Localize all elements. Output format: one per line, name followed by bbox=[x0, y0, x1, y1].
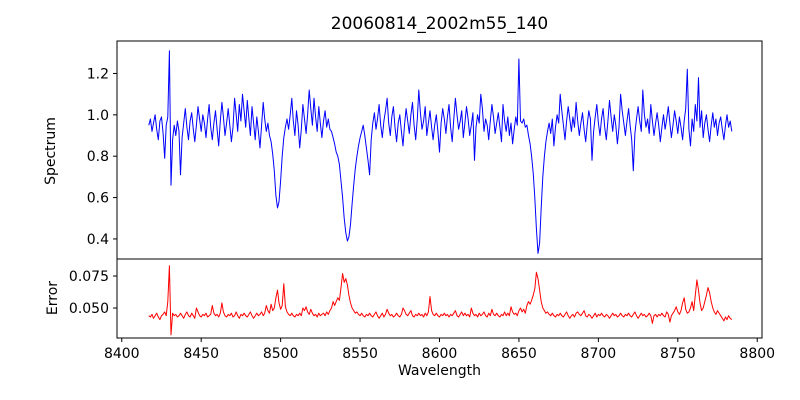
spectrum-axis-label: Spectrum bbox=[43, 117, 59, 185]
x-tick-label: 8600 bbox=[422, 346, 458, 362]
spectrum-y-tick-label: 0.4 bbox=[87, 232, 109, 248]
error-axis-label: Error bbox=[45, 280, 61, 316]
error-axes-frame bbox=[116, 258, 763, 339]
spectrum-y-tick-label: 1.2 bbox=[87, 66, 109, 82]
x-tick-label: 8800 bbox=[739, 346, 775, 362]
x-tick-label: 8750 bbox=[660, 346, 696, 362]
x-tick-label: 8550 bbox=[342, 346, 378, 362]
x-tick-label: 8450 bbox=[183, 346, 219, 362]
x-tick-label: 8400 bbox=[104, 346, 140, 362]
error-y-tick-label: 0.075 bbox=[69, 269, 109, 285]
error-y-tick-label: 0.050 bbox=[69, 301, 109, 317]
x-tick-label: 8650 bbox=[501, 346, 537, 362]
error-series-line bbox=[148, 265, 733, 336]
spectrum-series-line bbox=[148, 50, 733, 254]
chart-title: 20060814_2002m55_140 bbox=[330, 14, 549, 34]
spectrum-y-tick-label: 0.6 bbox=[87, 191, 109, 207]
x-tick-label: 8500 bbox=[263, 346, 299, 362]
x-tick-label: 8700 bbox=[581, 346, 617, 362]
spectrum-y-tick-label: 1.0 bbox=[87, 108, 109, 124]
wavelength-axis-label: Wavelength bbox=[397, 363, 482, 379]
spectrum-y-tick-label: 0.8 bbox=[87, 149, 109, 165]
